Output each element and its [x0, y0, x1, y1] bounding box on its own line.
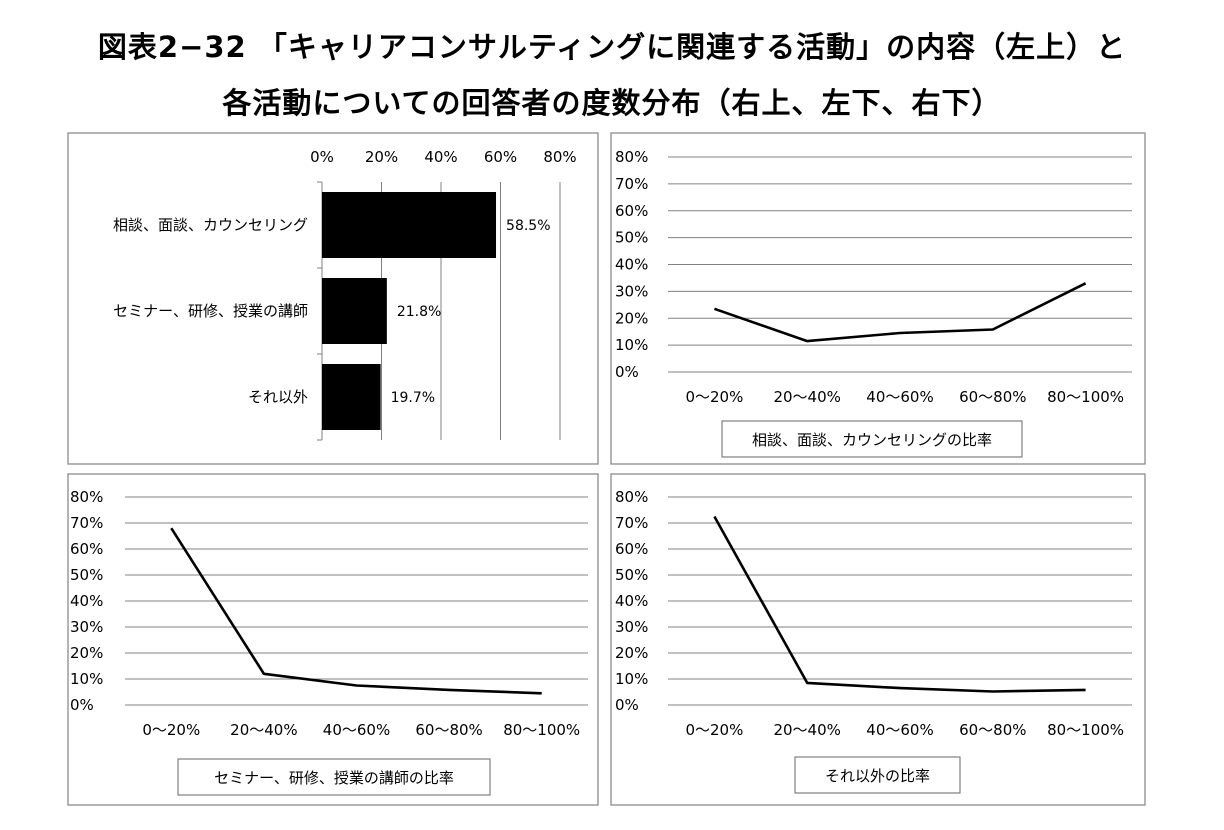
- x-tick-label: 60〜80%: [415, 721, 482, 739]
- y-tick-label: 50%: [615, 566, 648, 584]
- y-tick-label: 40%: [615, 592, 648, 610]
- figure-title-line-1: 図表2−32 「キャリアコンサルティングに関連する活動」の内容（左上）と: [97, 30, 1127, 64]
- x-tick-label: 40〜60%: [866, 388, 933, 406]
- x-tick-label: 60〜80%: [959, 721, 1026, 739]
- data-label: 21.8%: [397, 304, 441, 320]
- x-axis-title-box: [721, 420, 1023, 458]
- y-tick-label: 60%: [70, 540, 103, 558]
- y-tick-label: 60%: [615, 540, 648, 558]
- y-tick-label: 60%: [615, 202, 648, 220]
- bar-chart-activity-content: 0% 20% 40% 60% 80% 相談、面談、カウンセリング 58.5% セミナー、研修、…: [113, 148, 577, 441]
- figure-title-line-2: 各活動についての回答者の度数分布（右上、左下、右下）: [222, 86, 1002, 120]
- x-tick-label: 60%: [484, 148, 517, 166]
- line-chart-other-ratio: 0% 10% 20% 30% 40% 50% 60% 70% 80% 0〜20% 20〜40% 40〜…: [615, 488, 1132, 794]
- x-axis-title: それ以外の比率: [825, 767, 930, 785]
- line-chart-seminar-ratio: 0% 10% 20% 30% 40% 50% 60% 70% 80% 0〜20% 20〜40% 40〜…: [70, 488, 588, 796]
- data-label: 58.5%: [506, 218, 550, 234]
- y-tick-label: 10%: [615, 336, 648, 354]
- y-tick-label: 20%: [615, 309, 648, 327]
- panel-top-right: [610, 132, 1146, 465]
- series-line: [713, 515, 1086, 693]
- y-tick-label: 80%: [70, 488, 103, 506]
- series-line: [170, 527, 542, 695]
- x-tick-label: 80%: [543, 148, 576, 166]
- y-tick-label: 20%: [615, 644, 648, 662]
- category-label: セミナー、研修、授業の講師: [113, 302, 308, 320]
- x-axis-title-box: [794, 756, 961, 794]
- data-label: 19.7%: [391, 390, 435, 406]
- y-tick-label: 30%: [615, 282, 648, 300]
- x-tick-label: 40〜60%: [323, 721, 390, 739]
- x-tick-label: 80〜100%: [1047, 721, 1124, 739]
- x-tick-label: 60〜80%: [959, 388, 1026, 406]
- x-axis-title: セミナー、研修、授業の講師の比率: [214, 769, 454, 787]
- x-tick-label: 80〜100%: [1047, 388, 1124, 406]
- y-tick-label: 0%: [615, 363, 639, 381]
- y-tick-label: 30%: [615, 618, 648, 636]
- x-tick-label: 40〜60%: [866, 721, 933, 739]
- x-axis-title-box: [177, 758, 491, 796]
- x-tick-label: 20〜40%: [773, 388, 840, 406]
- panel-bottom-left: [67, 473, 599, 806]
- y-tick-label: 0%: [70, 696, 94, 714]
- x-tick-label: 0〜20%: [685, 388, 743, 406]
- y-tick-label: 70%: [615, 514, 648, 532]
- y-tick-label: 40%: [615, 256, 648, 274]
- y-tick-label: 80%: [615, 148, 648, 166]
- x-tick-label: 40%: [424, 148, 457, 166]
- y-tick-label: 70%: [615, 175, 648, 193]
- x-tick-label: 0〜20%: [142, 721, 200, 739]
- y-tick-label: 80%: [615, 488, 648, 506]
- x-axis-title: 相談、面談、カウンセリングの比率: [752, 431, 992, 449]
- y-tick-label: 50%: [615, 229, 648, 247]
- category-label: それ以外: [248, 388, 308, 406]
- y-tick-label: 40%: [70, 592, 103, 610]
- x-tick-label: 0〜20%: [685, 721, 743, 739]
- x-tick-label: 20〜40%: [230, 721, 297, 739]
- series-line: [713, 282, 1087, 343]
- y-tick-label: 0%: [615, 696, 639, 714]
- bar: [322, 192, 497, 258]
- x-tick-label: 20〜40%: [773, 721, 840, 739]
- x-tick-label: 0%: [310, 148, 334, 166]
- category-label: 相談、面談、カウンセリング: [113, 216, 308, 234]
- bar: [322, 278, 387, 344]
- x-tick-label: 20%: [365, 148, 398, 166]
- bar: [322, 364, 381, 430]
- y-tick-label: 50%: [70, 566, 103, 584]
- y-tick-label: 20%: [70, 644, 103, 662]
- x-tick-label: 80〜100%: [503, 721, 580, 739]
- panel-bottom-right: [610, 473, 1146, 806]
- y-tick-label: 10%: [615, 670, 648, 688]
- y-tick-label: 10%: [70, 670, 103, 688]
- line-chart-counseling-ratio: 0% 10% 20% 30% 40% 50% 60% 70% 80% 0〜20% 20〜40% 40〜…: [615, 148, 1132, 458]
- y-tick-label: 70%: [70, 514, 103, 532]
- y-tick-label: 30%: [70, 618, 103, 636]
